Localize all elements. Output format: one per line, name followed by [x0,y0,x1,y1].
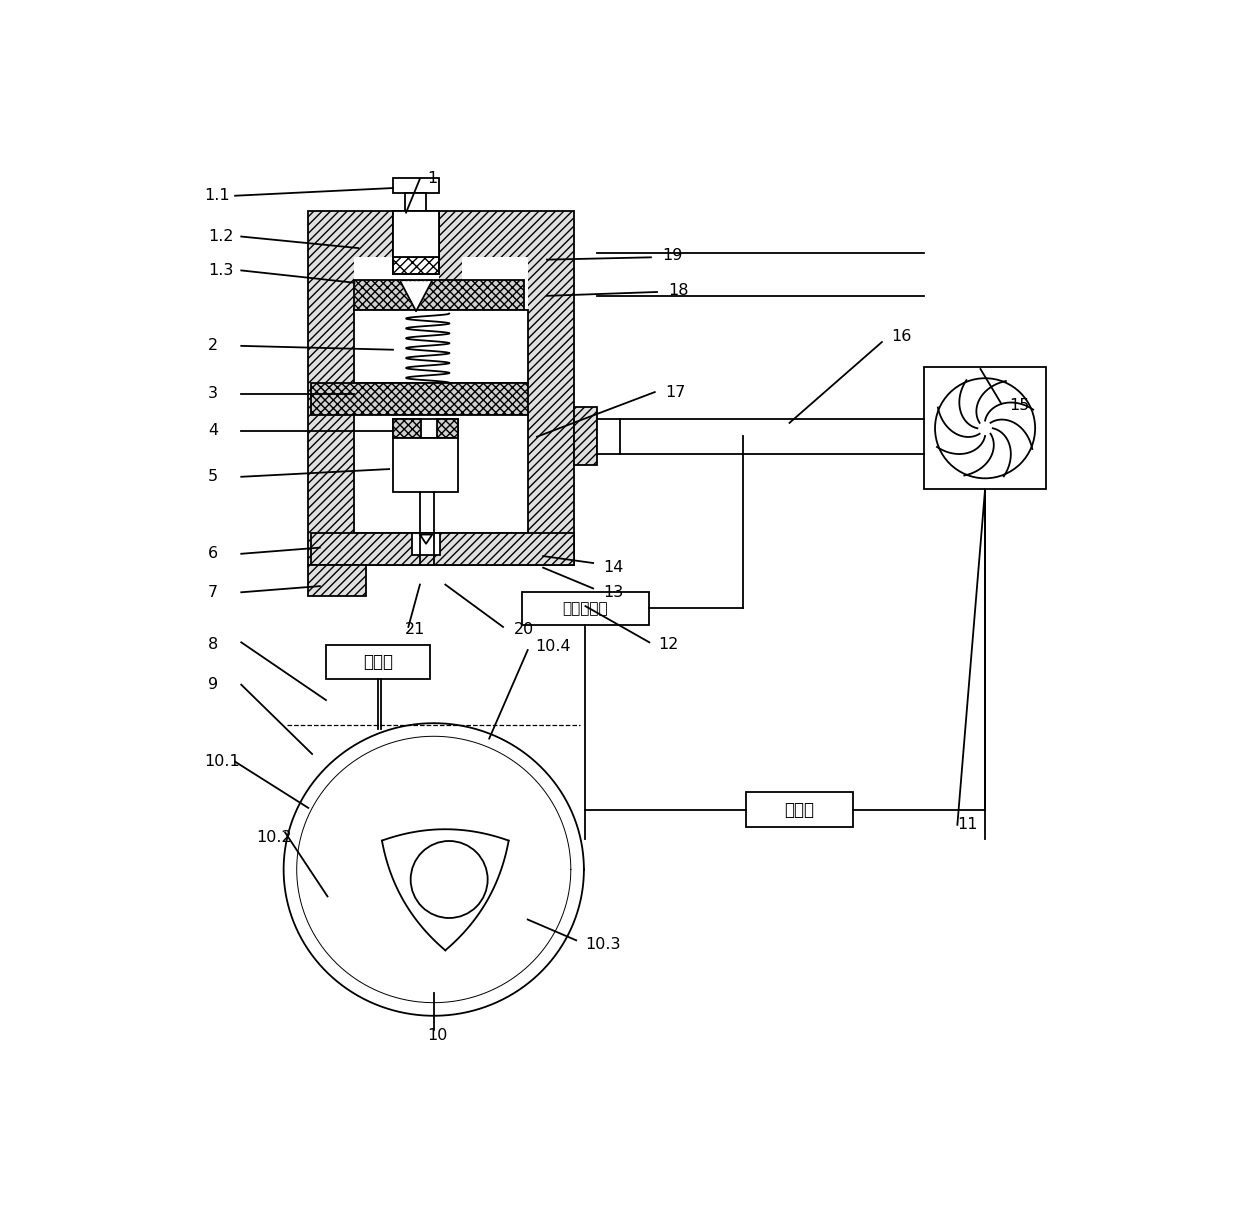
Bar [309,211,574,566]
Text: 1: 1 [428,171,438,186]
Bar [924,368,1045,489]
Text: 16: 16 [892,329,911,344]
Bar [355,310,528,382]
Text: 6: 6 [208,546,218,561]
Text: 化油器: 化油器 [363,653,393,671]
Text: 10: 10 [428,1027,448,1043]
Bar [326,645,430,680]
Bar [393,212,439,274]
Text: 5: 5 [208,470,218,484]
Text: 4: 4 [208,424,218,438]
Bar [355,257,439,520]
Text: 控制器: 控制器 [785,801,815,818]
Bar [355,415,528,533]
Bar [393,438,459,492]
Bar [745,793,853,827]
Text: 2: 2 [208,339,218,353]
Bar [436,419,459,438]
Text: 17: 17 [665,385,686,399]
Text: 10.1: 10.1 [205,754,241,770]
Text: 1.3: 1.3 [208,263,233,278]
Bar [412,533,440,555]
Text: 10.4: 10.4 [536,639,572,653]
Bar [522,592,649,625]
Text: 21: 21 [404,622,425,636]
Bar [355,280,523,310]
Text: 12: 12 [658,637,680,652]
Text: 9: 9 [208,677,218,692]
Bar [393,419,422,438]
Bar [309,566,366,596]
Bar [310,533,574,566]
Bar [393,212,439,274]
Text: 15: 15 [1009,398,1029,414]
Bar [393,211,439,257]
Text: 压力传感器: 压力传感器 [562,601,608,615]
Bar [574,408,596,465]
Text: 13: 13 [603,585,624,600]
Text: 14: 14 [603,560,624,575]
Bar [596,419,620,454]
Bar [393,419,459,438]
Text: 7: 7 [208,585,218,600]
Text: 8: 8 [208,637,218,652]
Text: 19: 19 [662,248,683,262]
Bar [463,257,528,520]
Bar [393,211,439,257]
Bar [404,193,427,212]
Text: 18: 18 [668,283,688,297]
Text: 3: 3 [208,386,218,401]
Text: 20: 20 [513,622,534,636]
Text: 1.1: 1.1 [205,188,229,203]
Text: 10.2: 10.2 [257,829,293,845]
Text: 10.3: 10.3 [585,937,621,953]
Bar [393,178,439,193]
Text: 11: 11 [957,817,978,833]
Text: 1.2: 1.2 [208,229,233,244]
Polygon shape [401,282,432,311]
Bar [310,382,528,415]
